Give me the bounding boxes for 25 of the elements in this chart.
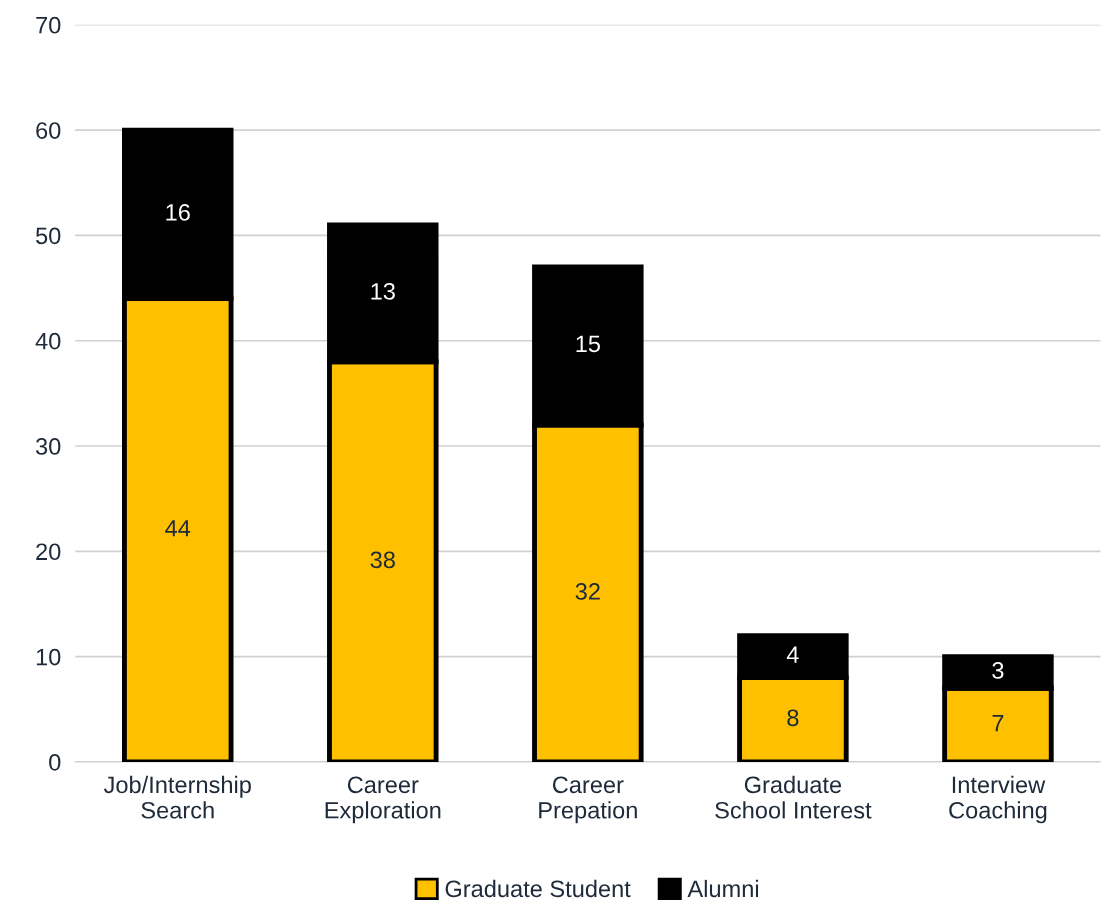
y-tick-label: 0 bbox=[49, 754, 61, 771]
x-tick-label: Graduate School Interest bbox=[715, 775, 872, 819]
data-label: 32 bbox=[575, 583, 600, 600]
y-tick-label: 70 bbox=[36, 16, 61, 34]
y-tick-label: 50 bbox=[36, 227, 61, 245]
y-tick-label: 40 bbox=[35, 332, 61, 350]
x-tick-label: Interview Coaching bbox=[949, 775, 1047, 824]
y-tick-label: 30 bbox=[35, 438, 61, 455]
y-tick-label: 10 bbox=[36, 648, 61, 666]
data-label: 3 bbox=[992, 662, 1004, 679]
data-label: 7 bbox=[992, 714, 1004, 732]
x-tick-label: Career Prepation bbox=[539, 776, 637, 824]
data-label: 8 bbox=[787, 709, 799, 727]
y-tick-label: 20 bbox=[36, 543, 61, 561]
data-label: 38 bbox=[370, 551, 395, 569]
y-tick-label: 60 bbox=[36, 122, 61, 139]
x-tick-label: Job/Internship Search bbox=[103, 775, 251, 819]
legend-label: Graduate Student bbox=[445, 879, 631, 898]
data-label: 15 bbox=[576, 335, 600, 353]
x-tick-label: Career Exploration bbox=[325, 776, 441, 824]
data-label: 4 bbox=[786, 646, 799, 663]
legend-label: Alumni bbox=[687, 879, 759, 898]
data-label: 13 bbox=[371, 282, 395, 300]
data-label: 16 bbox=[166, 203, 190, 221]
data-label: 44 bbox=[165, 520, 191, 537]
